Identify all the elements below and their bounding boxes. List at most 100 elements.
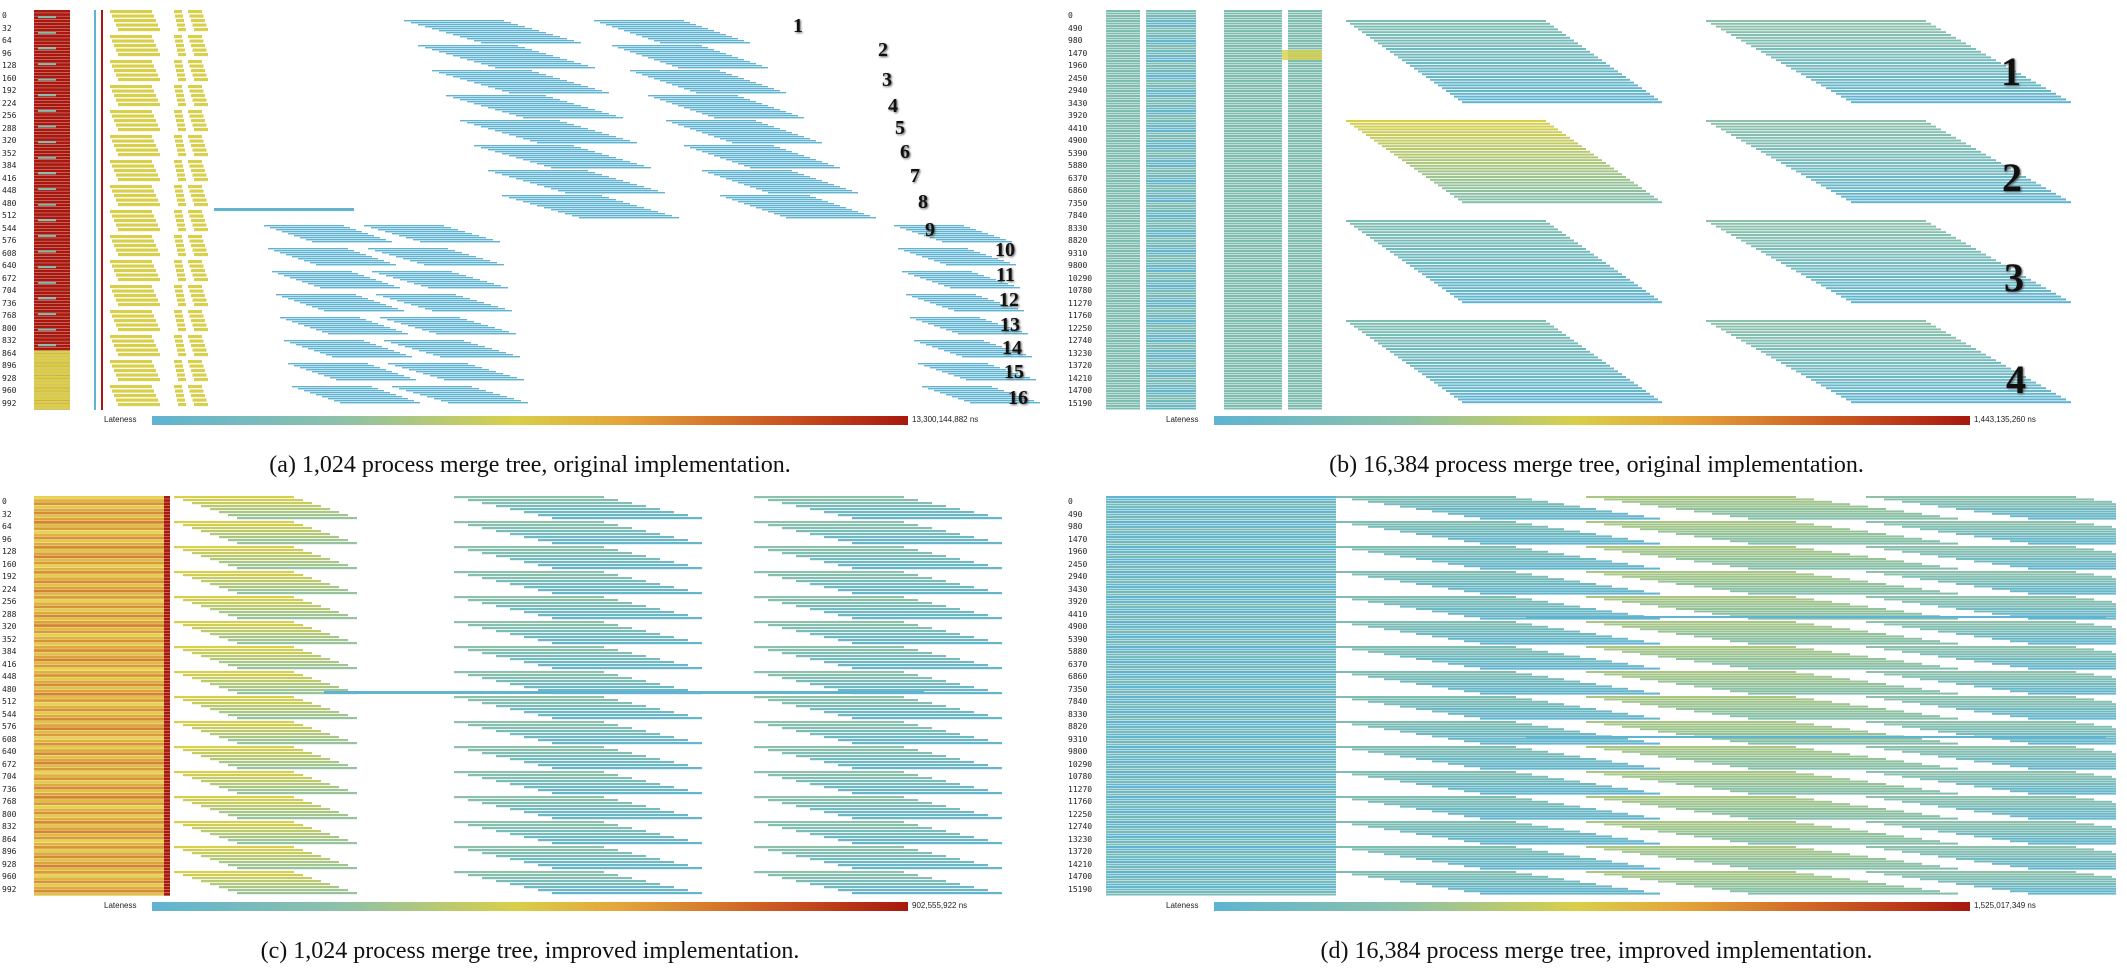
trace-segment xyxy=(1458,298,1658,301)
trace-segment xyxy=(1748,767,1958,770)
trace-segment xyxy=(1146,375,1196,377)
trace-segment xyxy=(228,739,348,742)
trace-segment xyxy=(194,353,208,357)
trace-segment xyxy=(782,802,932,805)
trace-segment xyxy=(164,627,170,631)
trace-segment xyxy=(1106,678,1336,681)
trace-segment xyxy=(318,308,398,310)
trace-segment xyxy=(1106,322,1140,325)
trace-segment xyxy=(201,805,321,808)
trace-segment xyxy=(824,886,974,889)
trace-segment xyxy=(175,139,183,143)
trace-segment xyxy=(201,780,321,783)
trace-segment xyxy=(164,633,170,637)
trace-segment xyxy=(509,155,609,157)
trace-segment xyxy=(164,730,170,734)
trace-segment xyxy=(2028,742,2116,745)
trace-segment xyxy=(1400,555,1580,558)
trace-segment xyxy=(1106,177,1140,180)
trace-segment xyxy=(201,755,321,758)
trace-segment xyxy=(672,103,762,105)
trace-segment xyxy=(1146,127,1196,130)
trace-segment xyxy=(524,711,674,714)
trace-segment xyxy=(34,636,164,640)
trace-segment xyxy=(1146,215,1196,217)
trace-segment xyxy=(1384,528,1564,531)
trace-segment xyxy=(1106,733,1336,736)
trace-segment xyxy=(1146,87,1196,90)
trace-segment xyxy=(34,213,70,216)
trace-segment xyxy=(164,789,170,793)
process-axis-b: 0 490 980 1470 1960 2450 2940 3430 3920 4410 4900 5… xyxy=(1066,10,1106,410)
trace-segment xyxy=(488,170,588,172)
trace-segment xyxy=(538,764,688,767)
trace-segment xyxy=(433,354,513,356)
process-tick: 6860 xyxy=(1068,672,1088,681)
trace-segment xyxy=(1288,107,1322,110)
trace-segment xyxy=(510,683,660,686)
trace-segment xyxy=(1224,167,1282,170)
trace-segment xyxy=(118,103,160,107)
trace-segment xyxy=(454,546,604,549)
trace-segment xyxy=(34,536,164,540)
trace-segment xyxy=(164,767,170,771)
trace-segment xyxy=(312,306,392,308)
trace-segment xyxy=(114,119,156,123)
trace-segment xyxy=(1288,265,1322,267)
trace-segment xyxy=(176,244,184,248)
trace-segment xyxy=(164,880,170,884)
trace-segment xyxy=(164,883,170,887)
trace-segment xyxy=(1448,712,1628,715)
trace-segment xyxy=(34,552,164,556)
trace-segment xyxy=(1288,372,1322,375)
trace-segment xyxy=(1622,825,1832,828)
trace-segment xyxy=(1106,45,1140,47)
trace-segment xyxy=(320,287,400,289)
trace-segment xyxy=(418,306,498,308)
trace-segment xyxy=(34,66,70,70)
trace-segment xyxy=(210,808,330,811)
trace-segment xyxy=(324,375,404,377)
trace-segment xyxy=(1224,120,1282,122)
trace-segment xyxy=(495,67,595,69)
trace-segment xyxy=(1106,523,1336,526)
trace-segment xyxy=(164,521,170,524)
trace-segment xyxy=(34,664,164,668)
trace-segment xyxy=(768,649,918,652)
trace-segment xyxy=(34,583,164,587)
trace-segment xyxy=(34,674,164,677)
trace-segment xyxy=(1480,592,1660,595)
trace-segment xyxy=(782,602,932,605)
trace-segment xyxy=(1106,90,1140,92)
trace-segment xyxy=(378,229,458,231)
trace-segment xyxy=(1730,765,1940,768)
trace-segment xyxy=(34,724,164,727)
trace-segment xyxy=(1288,292,1322,295)
trace-segment xyxy=(1106,816,1336,818)
trace-segment xyxy=(164,652,170,656)
trace-segment xyxy=(1224,242,1282,245)
trace-segment xyxy=(918,363,988,365)
trace-segment xyxy=(552,842,702,845)
trace-segment xyxy=(1902,675,2112,678)
trace-segment xyxy=(914,275,984,277)
trace-segment xyxy=(322,331,402,333)
trace-segment xyxy=(304,260,384,262)
trace-segment xyxy=(1146,65,1196,67)
trace-segment xyxy=(1706,220,1926,222)
trace-segment xyxy=(324,691,924,694)
trace-segment xyxy=(1352,623,1532,626)
trace-segment xyxy=(1146,235,1196,237)
trace-segment xyxy=(922,256,992,258)
trace-segment xyxy=(1350,122,1550,125)
trace-segment xyxy=(1106,180,1140,182)
trace-segment xyxy=(1288,380,1322,382)
trace-segment xyxy=(544,186,644,188)
trace-segment xyxy=(1432,660,1612,663)
trace-segment xyxy=(1368,650,1548,653)
trace-segment xyxy=(1288,220,1322,222)
trace-segment xyxy=(928,388,998,390)
trace-segment xyxy=(116,23,158,27)
process-axis-a: 0 32 64 96 128 160 192 224 256 288 320 352 384 416 448… xyxy=(0,10,34,410)
trace-segment xyxy=(782,677,932,680)
